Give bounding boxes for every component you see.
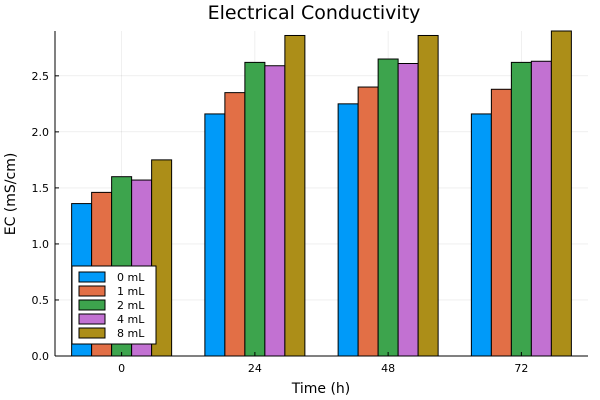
bar-0ml-48 [337,103,359,357]
bar-1ml-48 [357,86,379,357]
axes [54,31,588,357]
x-tick-labels: 0 24 48 72 [118,362,528,375]
legend-label: 4 mL [117,313,145,326]
bar-8ml-48 [417,34,439,357]
legend-swatch [78,285,106,297]
legend-label: 8 mL [117,327,145,340]
legend-label: 2 mL [117,299,145,312]
bar-0ml-24 [204,113,226,357]
bar-8ml-24 [284,34,306,357]
bar-2ml-24 [244,61,266,357]
x-tick-label: 48 [381,362,395,375]
bar-8ml-72 [550,30,572,357]
bars [71,30,572,357]
legend-swatch [78,271,106,283]
bar-2ml-48 [377,58,399,357]
y-tick-label: 2.5 [32,70,50,83]
x-axis-label: Time (h) [291,381,351,397]
x-tick-label: 24 [248,362,262,375]
chart-title: Electrical Conductivity [208,2,421,24]
legend-swatch [78,327,106,339]
y-tick-label: 1.0 [32,238,50,251]
y-tick-label: 0.0 [32,350,50,363]
y-tick-labels: 0.0 0.5 1.0 1.5 2.0 2.5 [32,70,50,363]
bar-4ml-24 [264,65,286,357]
legend-label: 1 mL [117,285,145,298]
legend-swatch [78,299,106,311]
y-tick-label: 0.5 [32,294,50,307]
x-tick-label: 72 [514,362,528,375]
y-tick-label: 1.5 [32,182,50,195]
bar-2ml-72 [510,61,532,357]
y-axis-label: EC (mS/cm) [3,153,19,236]
y-tick-label: 2.0 [32,126,50,139]
bar-1ml-72 [490,88,512,357]
x-tick-label: 0 [118,362,125,375]
bar-4ml-72 [530,60,552,357]
bar-4ml-48 [397,63,419,357]
bar-1ml-24 [224,92,246,357]
legend-label: 0 mL [117,271,145,284]
legend-swatch [78,313,106,325]
legend: 0 mL1 mL2 mL4 mL8 mL [71,265,157,345]
bar-0ml-72 [470,113,492,357]
